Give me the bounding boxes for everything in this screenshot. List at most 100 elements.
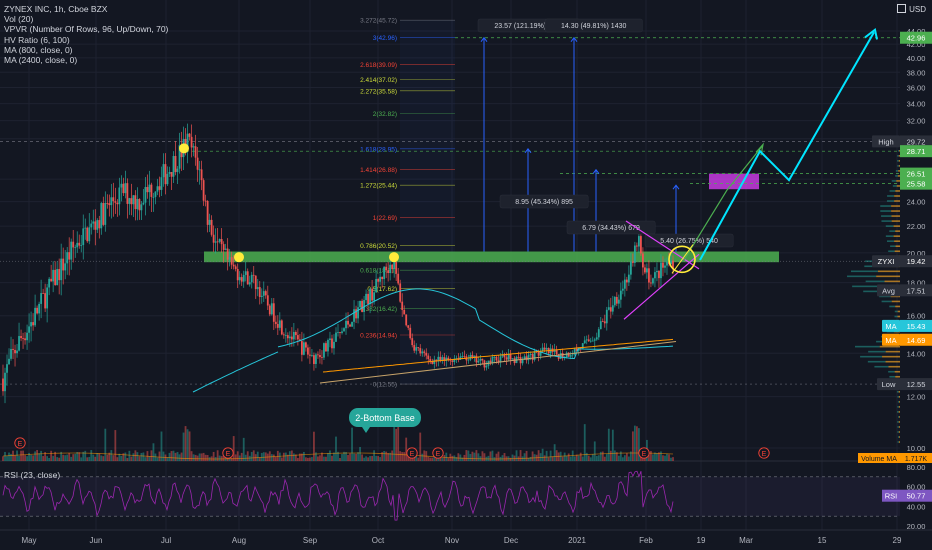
- symbol-title[interactable]: ZYNEX INC, 1h, Cboe BZX: [4, 4, 108, 14]
- vpvr-up-bar: [863, 290, 884, 293]
- badge-value: 26.51: [907, 170, 926, 179]
- candle-body: [473, 355, 476, 357]
- candle-body: [365, 293, 367, 301]
- earnings-markers[interactable]: E E E E E E: [14, 437, 770, 459]
- volume-bar: [284, 452, 287, 461]
- candle-body: [152, 196, 155, 198]
- volume-bar: [234, 454, 237, 461]
- vpvr-up-bar: [860, 355, 883, 358]
- measure-arrowhead: [570, 36, 578, 43]
- candle-body: [517, 356, 520, 358]
- candle-body: [140, 204, 143, 211]
- volume-bar: [658, 452, 660, 461]
- candle-body: [421, 351, 424, 354]
- breakout-x-line: [671, 244, 694, 274]
- time-tick-label: 19: [697, 536, 706, 545]
- volume-bar: [575, 454, 578, 461]
- candle-body: [72, 241, 75, 248]
- legend-hv-ratio[interactable]: HV Ratio (6, 100): [4, 34, 70, 45]
- volume-bar: [335, 436, 337, 461]
- volume-bar: [666, 453, 668, 461]
- candle-body: [212, 234, 215, 243]
- currency-selector[interactable]: USD: [897, 4, 926, 14]
- volume-bar: [52, 455, 55, 461]
- candle-body: [317, 354, 319, 356]
- volume-bar: [405, 437, 408, 461]
- candle-body: [445, 357, 448, 362]
- candle-body: [204, 200, 207, 202]
- volume-bar: [152, 443, 155, 461]
- volume-bar: [14, 455, 16, 461]
- badge-value: 12.55: [907, 380, 926, 389]
- vpvr-up-bar: [892, 185, 897, 187]
- zones[interactable]: [0, 37, 900, 385]
- legend-ma-800[interactable]: MA (800, close, 0): [4, 44, 73, 55]
- fib-extension[interactable]: 3.272(45.72) 3(42.96) 2.618(39.09) 2.414(37…: [360, 18, 455, 389]
- vpvr-down-bar: [898, 165, 900, 167]
- candle-body: [34, 307, 36, 326]
- breakout-circle: [668, 245, 696, 274]
- volume-bar: [539, 453, 542, 461]
- candle-body: [124, 183, 127, 194]
- candle-body: [20, 336, 22, 339]
- volume-bar: [84, 450, 87, 461]
- candle-body: [220, 239, 223, 245]
- checkbox-icon: [897, 4, 907, 13]
- badge-value: 15.43: [907, 322, 926, 331]
- volume-bar: [256, 451, 259, 461]
- candle-body: [509, 353, 512, 360]
- vpvr-down-bar: [894, 195, 900, 197]
- time-axis[interactable]: May Jun Jul Aug Sep Oct Nov Dec 2021 Feb 19 Mar 15 29: [0, 529, 932, 550]
- legend-volume[interactable]: Vol (20): [4, 14, 34, 25]
- candle-body: [192, 146, 195, 148]
- vpvr-up-bar: [897, 165, 899, 167]
- candle-body: [672, 260, 674, 270]
- volume-bar: [321, 452, 323, 461]
- candle-body: [623, 279, 626, 289]
- candle-body: [640, 236, 642, 254]
- time-tick-label: Sep: [303, 536, 318, 545]
- badge-name: ZYXI: [878, 257, 895, 266]
- candle-body: [646, 268, 648, 273]
- candle-body: [427, 355, 430, 360]
- candle-body: [12, 348, 14, 350]
- volume-bar: [186, 429, 189, 461]
- volume-bar: [469, 454, 472, 461]
- measure-arrowhead: [480, 36, 488, 43]
- earnings-marker-label: E: [18, 441, 23, 448]
- volume-bar: [10, 453, 12, 461]
- volume-bar: [563, 452, 566, 461]
- candle-body: [102, 203, 105, 225]
- candle-body: [497, 360, 500, 363]
- candle-body: [94, 221, 97, 230]
- candle-body: [650, 282, 652, 284]
- volume-bar: [313, 431, 315, 461]
- fib-background: [400, 20, 455, 385]
- measure-label: 23.57 (121.19%) 2357: [494, 23, 563, 30]
- volume-bar: [258, 457, 261, 461]
- projection-short-line: [683, 189, 728, 261]
- candle-body: [357, 307, 359, 319]
- badge-name: Low: [882, 380, 896, 389]
- volume-bar: [158, 451, 161, 461]
- rsi-legend[interactable]: RSI (23, close): [4, 470, 61, 480]
- legend-vpvr[interactable]: VPVR (Number Of Rows, 96, Up/Down, 70): [4, 24, 169, 35]
- volume-bar: [122, 453, 125, 461]
- candle-body: [222, 244, 225, 250]
- candle-body: [389, 264, 392, 274]
- price-axis[interactable]: 44.0042.0040.0038.0036.0034.0032.0030.00…: [858, 0, 932, 531]
- volume-bar: [170, 451, 173, 461]
- volume-bar: [471, 451, 474, 461]
- legend-ma-2400[interactable]: MA (2400, close, 0): [4, 55, 78, 66]
- volume-bar: [347, 455, 349, 461]
- volume-bar: [477, 453, 480, 461]
- vpvr-up-bar: [881, 215, 892, 217]
- volume-bar: [242, 437, 245, 461]
- volume-bar: [555, 450, 558, 461]
- price-tick-label: 24.00: [907, 198, 926, 207]
- badge-name-box: [882, 319, 900, 332]
- vpvr-up-bar: [850, 270, 878, 273]
- volume-bar: [96, 453, 99, 461]
